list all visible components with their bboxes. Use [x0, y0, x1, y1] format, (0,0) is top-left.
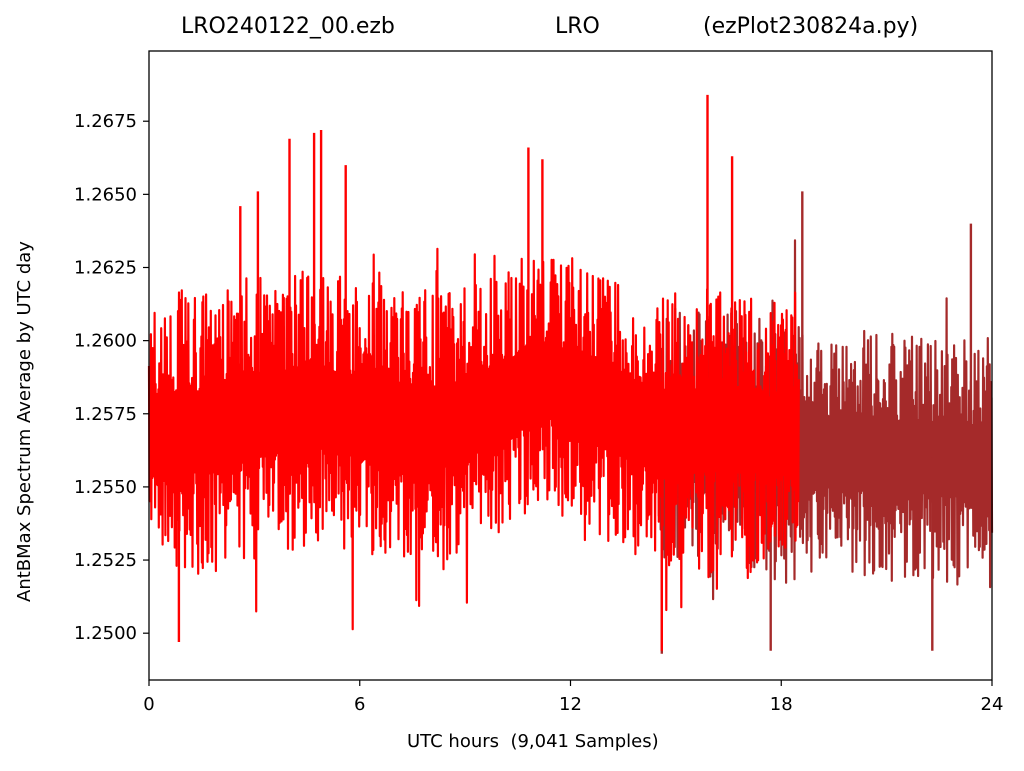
chart-title-left: LRO240122_00.ezb: [181, 14, 395, 39]
chart-title-center: LRO: [555, 14, 600, 39]
y-axis: 1.2500 1.2525 1.2550 1.2575 1.2600 1.2625 1.26…: [74, 111, 149, 644]
y-tick-label: 1.2600: [74, 331, 137, 352]
y-tick-label: 1.2675: [74, 111, 137, 132]
y-tick-label: 1.2500: [74, 623, 137, 644]
y-tick-label: 1.2550: [74, 477, 137, 498]
y-tick-label: 1.2575: [74, 404, 137, 425]
x-tick-label: 12: [559, 694, 582, 715]
y-tick-label: 1.2650: [74, 184, 137, 205]
chart-title-right: (ezPlot230824a.py): [703, 14, 919, 39]
x-tick-label: 24: [981, 694, 1004, 715]
x-tick-label: 0: [143, 694, 154, 715]
y-axis-label: AntBMax Spectrum Average by UTC day: [14, 241, 35, 602]
y-tick-label: 1.2625: [74, 257, 137, 278]
x-tick-label: 6: [354, 694, 365, 715]
y-tick-label: 1.2525: [74, 550, 137, 571]
series-line: [147, 247, 800, 631]
x-axis: 0 6 12 18 24: [143, 680, 1003, 715]
series-layer: [147, 94, 994, 654]
x-axis-label: UTC hours (9,041 Samples): [407, 731, 659, 752]
x-tick-label: 18: [770, 694, 793, 715]
